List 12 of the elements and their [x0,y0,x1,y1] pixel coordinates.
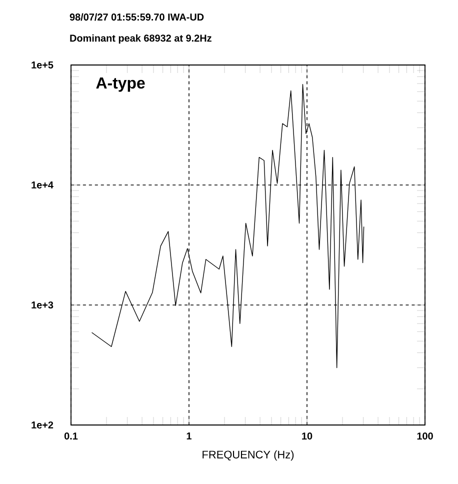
y-tick-label: 1e+3 [32,301,54,309]
y-tick-label: 1e+2 [32,421,54,429]
y-tick-label: 1e+4 [32,182,54,188]
y-tick-label: 1e+5 [32,62,54,68]
x-tick-label: 0.1 [64,432,78,440]
chart-subtitle: Dominant peak 68932 at 9.2Hz [70,34,212,44]
x-tick-label: 100 [417,432,433,440]
x-tick-label: 10 [302,432,312,440]
x-axis-title: FREQUENCY (Hz) [202,450,294,461]
chart-title: 98/07/27 01:55:59.70 IWA-UD [70,13,204,21]
annotation: A-type [96,78,145,92]
x-tick-label: 1 [186,432,192,440]
